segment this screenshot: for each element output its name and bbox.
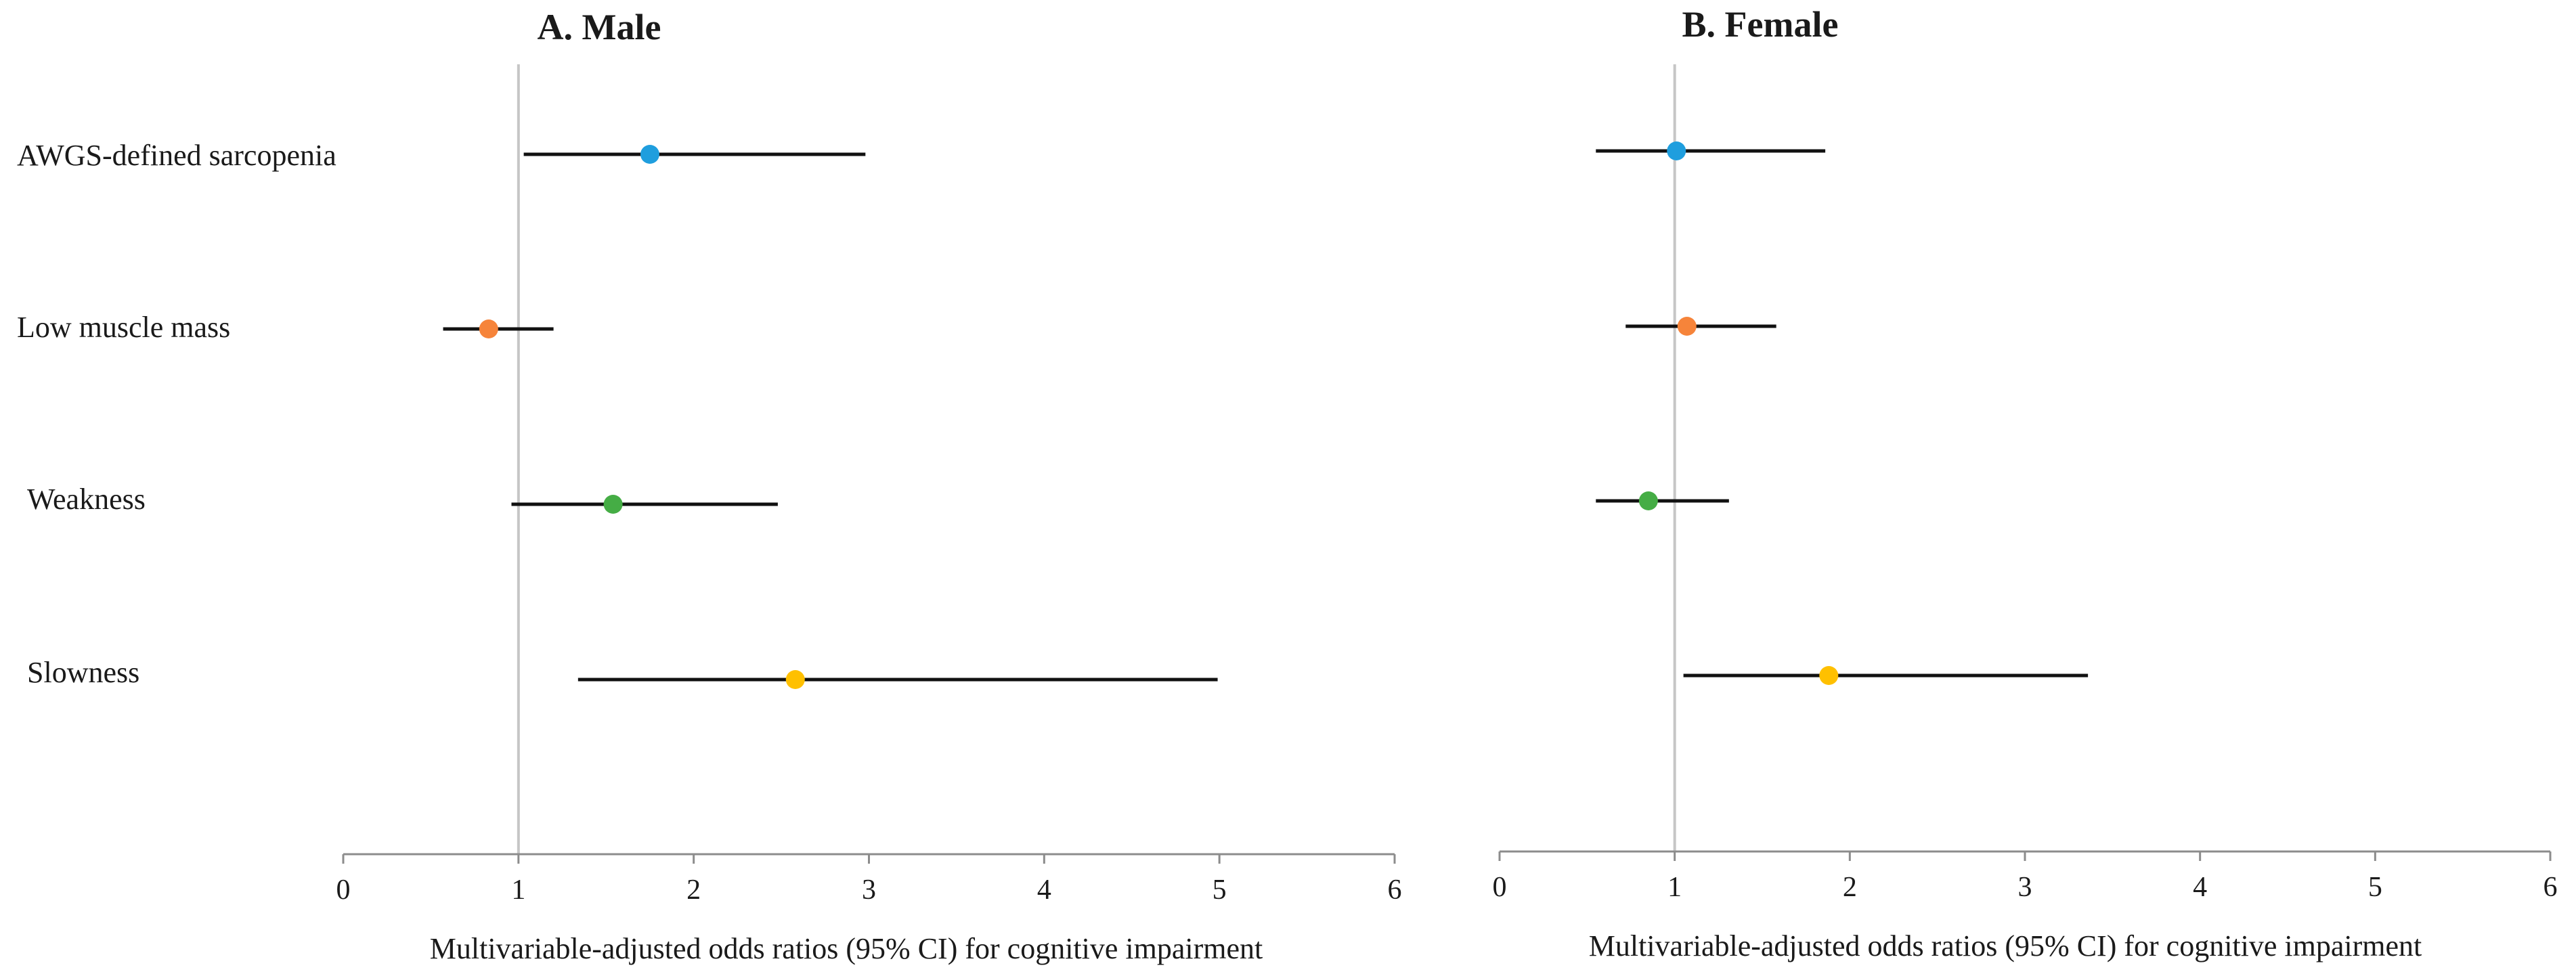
panel-female: B. Female Multivariable-adjusted odds ra… (1493, 4, 2558, 962)
x-tick-label-female: 2 (1843, 872, 1857, 903)
x-tick-label-female: 3 (2018, 872, 2032, 903)
category-label-slowness: Slowness (27, 656, 139, 689)
x-tick-label-male: 0 (336, 875, 351, 906)
x-tick-label-male: 2 (686, 875, 701, 906)
panel-title-male: A. Male (538, 7, 661, 47)
x-tick-label-female: 6 (2544, 872, 2558, 903)
point-estimate-female (1677, 317, 1697, 336)
category-label-low-muscle-mass: Low muscle mass (17, 311, 230, 344)
category-label-weakness: Weakness (27, 483, 146, 516)
x-tick-label-male: 3 (862, 875, 876, 906)
panel-title-female: B. Female (1682, 4, 1839, 45)
point-estimate-male (603, 495, 623, 514)
x-tick-label-female: 1 (1667, 872, 1682, 903)
x-axis-title-female: Multivariable-adjusted odds ratios (95% … (1589, 929, 2422, 962)
point-estimate-female (1638, 491, 1658, 510)
point-estimate-male (640, 145, 659, 164)
x-tick-label-male: 1 (511, 875, 525, 906)
x-tick-label-female: 0 (1493, 872, 1507, 903)
panel-male: A. Male AWGS-defined sarcopenia Low musc… (17, 7, 1402, 965)
x-tick-label-male: 4 (1037, 875, 1051, 906)
x-axis-title-male: Multivariable-adjusted odds ratios (95% … (430, 932, 1263, 965)
point-estimate-female (1667, 141, 1686, 160)
point-estimate-male (785, 670, 805, 689)
point-estimate-female (1819, 666, 1839, 685)
x-tick-label-male: 6 (1388, 875, 1402, 906)
x-tick-label-male: 5 (1213, 875, 1227, 906)
point-estimate-male (479, 319, 498, 338)
x-tick-label-female: 4 (2193, 872, 2207, 903)
category-label-sarcopenia: AWGS-defined sarcopenia (17, 139, 336, 172)
x-tick-label-female: 5 (2368, 872, 2382, 903)
